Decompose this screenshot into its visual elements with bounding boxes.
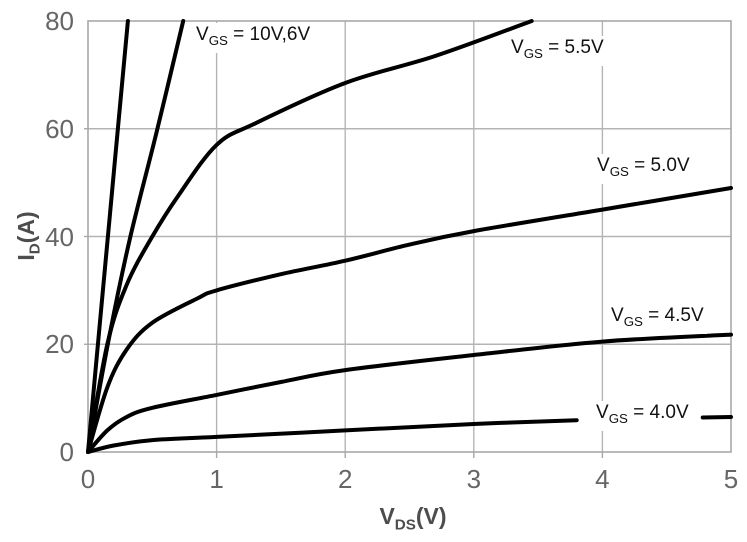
x-tick-label-0: 0 <box>80 464 96 494</box>
curve-vgs-5.5v <box>86 19 534 454</box>
curve-label-symbol: V <box>611 305 624 326</box>
x-axis-title-symbol: V <box>379 503 395 529</box>
y-tick-label-60: 60 <box>45 113 74 144</box>
x-tick-label-1: 1 <box>209 464 224 494</box>
curve-label-vgs-4.0v: VGS = 4.0V <box>593 401 692 431</box>
x-axis-title-subscript: DS <box>394 516 416 534</box>
y-axis-title-unit: (A) <box>13 211 39 244</box>
curve-label-value: = 4.0V <box>627 402 689 423</box>
y-tick-label-20: 20 <box>45 329 74 360</box>
curve-label-value: = 10V,6V <box>227 24 311 45</box>
x-tick-label-2: 2 <box>337 464 353 494</box>
curve-vgs-5.0v <box>86 186 733 454</box>
curve-label-symbol: V <box>596 402 609 423</box>
curve-label-symbol: V <box>196 24 209 45</box>
curve-label-subscript: GS <box>608 410 628 426</box>
curve-vgs-10v <box>86 19 130 454</box>
curve-label-vgs-5.5v: VGS = 5.5V <box>508 36 607 66</box>
y-axis-title-symbol: I <box>13 254 39 261</box>
y-tick-label-40: 40 <box>45 221 74 252</box>
x-axis-title: VDS(V) <box>313 503 513 534</box>
y-tick-label-0: 0 <box>59 437 74 467</box>
curve-label-subscript: GS <box>623 313 643 329</box>
plot-border <box>87 20 732 453</box>
x-axis-title-unit: (V) <box>415 503 447 529</box>
curve-vgs-4.5v <box>86 332 733 454</box>
curve-label-value: = 5.0V <box>628 155 690 176</box>
curve-label-vgs-5.0v: VGS = 5.0V <box>594 154 693 184</box>
curve-vgs-4.0v <box>700 415 733 420</box>
curve-label-subscript: GS <box>208 32 228 48</box>
y-axis-title: ID(A) <box>11 176 44 296</box>
x-tick-label-5: 5 <box>723 464 739 494</box>
y-tick-label-80: 80 <box>45 6 74 36</box>
curve-label-value: = 5.5V <box>542 37 604 58</box>
curve-label-vgs-10v-6v: VGS = 10V,6V <box>193 23 314 53</box>
x-tick-label-4: 4 <box>595 464 610 494</box>
curve-label-subscript: GS <box>523 45 543 61</box>
x-tick-label-3: 3 <box>466 464 482 494</box>
curve-label-symbol: V <box>597 155 610 176</box>
curve-vgs-4.0v <box>86 418 579 454</box>
curve-label-value: = 4.5V <box>642 305 704 326</box>
curve-label-symbol: V <box>511 37 524 58</box>
curve-label-vgs-4.5v: VGS = 4.5V <box>608 304 707 334</box>
curve-label-subscript: GS <box>609 163 629 179</box>
